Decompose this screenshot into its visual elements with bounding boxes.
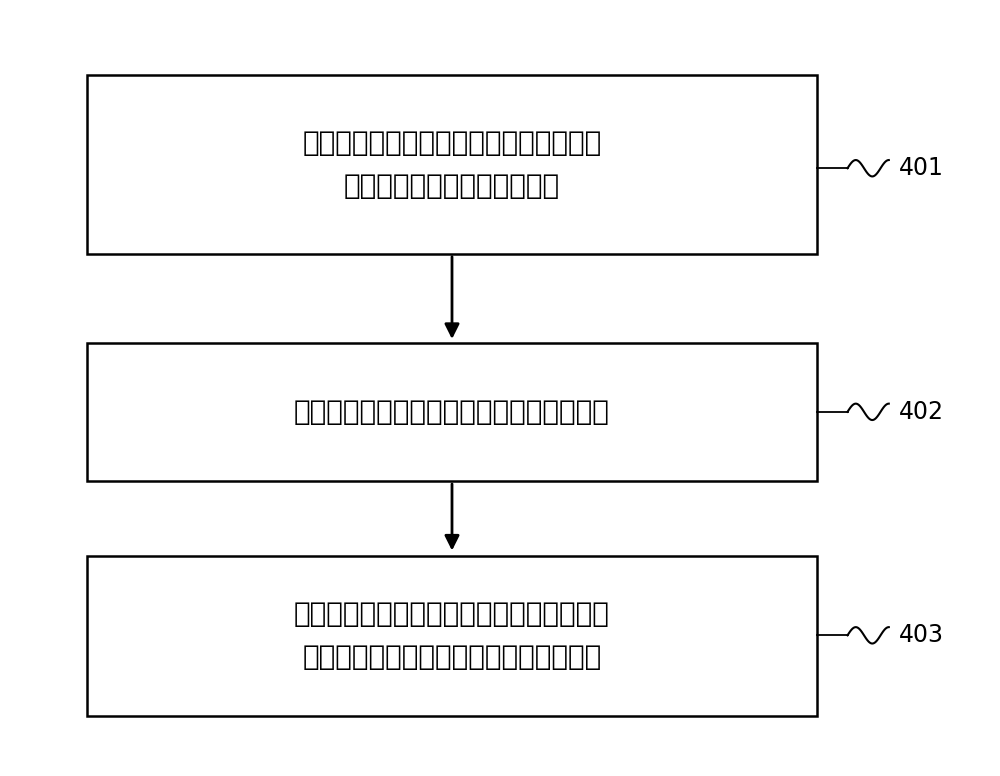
Text: 采集扭矩传感器感测的机舱主轴扭矩数据
和多组应变片感测的应变数据: 采集扭矩传感器感测的机舱主轴扭矩数据 和多组应变片感测的应变数据	[302, 129, 602, 200]
Text: 402: 402	[898, 400, 943, 424]
Text: 401: 401	[898, 156, 943, 180]
FancyBboxPatch shape	[87, 343, 817, 481]
Text: 对筛选后的应变数据执行平均值计算并拟合
得到相对于机舱主轴扭矩数据的传递函数: 对筛选后的应变数据执行平均值计算并拟合 得到相对于机舱主轴扭矩数据的传递函数	[294, 600, 610, 671]
FancyBboxPatch shape	[87, 556, 817, 715]
Text: 403: 403	[898, 623, 943, 647]
Text: 对多组应变片感测的应变数据执行筛选处理: 对多组应变片感测的应变数据执行筛选处理	[294, 398, 610, 426]
FancyBboxPatch shape	[87, 75, 817, 254]
